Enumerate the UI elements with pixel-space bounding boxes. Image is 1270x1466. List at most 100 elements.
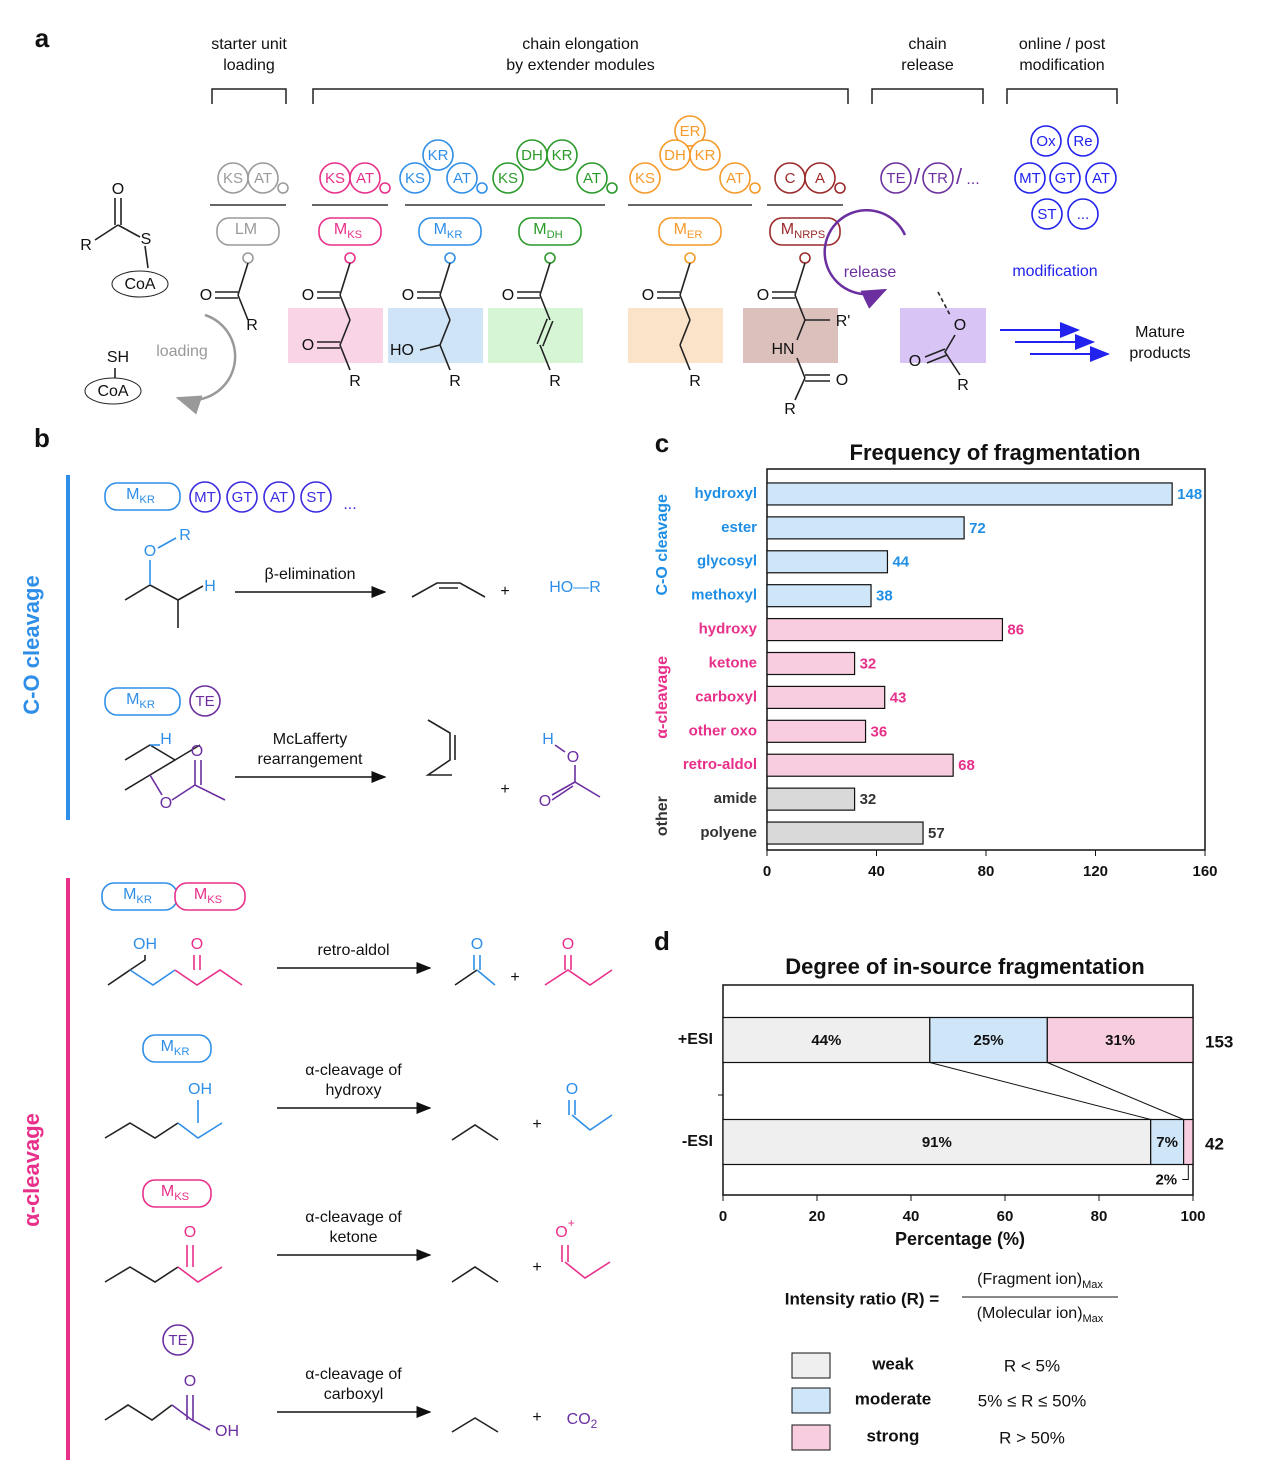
module-name: MKR xyxy=(126,486,155,506)
atom: OH xyxy=(215,1423,239,1440)
bracket xyxy=(211,88,287,104)
plus: + xyxy=(532,1409,541,1426)
atom: R xyxy=(549,373,561,390)
module-tag xyxy=(142,1034,212,1063)
coa-ellipse xyxy=(111,270,169,298)
starter-structure: O R S CoA SH CoA loading xyxy=(80,181,237,415)
value-label: 91% xyxy=(922,1134,952,1151)
atom: R xyxy=(80,237,92,254)
module-tag xyxy=(216,217,280,246)
main-text: M xyxy=(334,221,347,238)
domain xyxy=(247,162,279,194)
atom: O xyxy=(539,793,551,810)
domain xyxy=(422,139,454,171)
connector xyxy=(929,1062,1151,1120)
reaction-label: α-cleavage of xyxy=(305,1209,402,1226)
atom: O xyxy=(555,1224,567,1241)
reaction-label: retro-aldol xyxy=(317,942,389,959)
atom: SH xyxy=(107,349,129,366)
atom: R xyxy=(179,527,191,544)
domain xyxy=(576,162,608,194)
value-label: 38 xyxy=(876,588,893,605)
bar xyxy=(766,685,886,710)
highlight xyxy=(743,308,838,363)
domain-label: Ox xyxy=(1036,133,1056,150)
panel-label: b xyxy=(34,423,50,453)
bar-segment xyxy=(1182,1118,1194,1166)
panel-label: d xyxy=(654,926,670,956)
bond xyxy=(237,294,249,321)
domain-label: AT xyxy=(356,170,374,187)
chart-title: Frequency of fragmentation xyxy=(850,440,1141,465)
module-tag xyxy=(104,482,181,511)
subscript: KS xyxy=(174,1191,189,1203)
bond xyxy=(419,344,441,351)
atom: O xyxy=(184,1373,196,1390)
bar xyxy=(766,719,867,743)
bond xyxy=(317,291,340,299)
module-name: MKR xyxy=(123,886,152,906)
atom: R xyxy=(246,317,258,334)
subscript: NRPS xyxy=(794,229,825,241)
main-text: M xyxy=(161,1038,174,1055)
subscript: KR xyxy=(447,229,463,241)
domain-label: TR xyxy=(928,170,948,187)
module-tag xyxy=(318,217,382,246)
atom: O xyxy=(836,372,848,389)
atom: O xyxy=(184,1224,196,1241)
bond xyxy=(317,341,340,349)
stage-label: starter unit xyxy=(211,36,287,53)
atom: O xyxy=(200,287,212,304)
highlight xyxy=(488,308,583,363)
carrier xyxy=(242,252,254,264)
formula-lhs: Intensity ratio (R) = xyxy=(785,1289,940,1308)
domain xyxy=(546,139,578,171)
bar xyxy=(766,651,856,676)
atom: O xyxy=(112,181,124,198)
bond xyxy=(796,357,806,379)
subscript: KR xyxy=(139,494,155,506)
stage-label: by extender modules xyxy=(506,57,655,74)
bracket xyxy=(312,88,849,104)
domain-label: AT xyxy=(583,170,601,187)
category-label: polyene xyxy=(700,824,757,841)
atom: O xyxy=(562,936,574,953)
subscript: KS xyxy=(207,894,222,906)
domain-label: TE xyxy=(886,170,905,187)
carrier xyxy=(834,182,846,194)
module-tag xyxy=(658,217,722,246)
bond xyxy=(794,294,806,321)
x-tick-label: 40 xyxy=(868,863,885,880)
module-name: MKS xyxy=(194,886,222,906)
reaction-label: McLafferty xyxy=(273,731,347,748)
highlight xyxy=(628,308,723,363)
bond xyxy=(772,291,795,299)
reaction-label: carboxyl xyxy=(324,1386,384,1403)
separator: / xyxy=(914,164,921,189)
atom: R xyxy=(957,377,969,394)
legend-swatch xyxy=(791,1424,831,1451)
main-text: M xyxy=(781,221,794,238)
domain-label: GT xyxy=(232,489,253,506)
stage-label: release xyxy=(901,57,954,74)
domain xyxy=(689,139,721,171)
value-label: 25% xyxy=(974,1032,1004,1049)
atom: O xyxy=(144,543,156,560)
bond xyxy=(439,344,451,371)
value-label: 44 xyxy=(892,554,909,571)
main-text: M xyxy=(126,486,139,503)
section-label: α-cleavage xyxy=(19,1113,44,1227)
carrier xyxy=(606,182,618,194)
module-name: MKR xyxy=(434,221,463,241)
bond xyxy=(339,294,351,321)
release-label: release xyxy=(844,264,897,281)
bar xyxy=(766,787,856,811)
reaction-label: α-cleavage of xyxy=(305,1062,402,1079)
subscript: KR xyxy=(136,894,152,906)
numerator-text: (Fragment ion) xyxy=(977,1271,1082,1288)
x-tick-label: 40 xyxy=(903,1208,920,1225)
plus: + xyxy=(532,1259,541,1276)
x-tick-label: 80 xyxy=(978,863,995,880)
carrier xyxy=(277,182,289,194)
